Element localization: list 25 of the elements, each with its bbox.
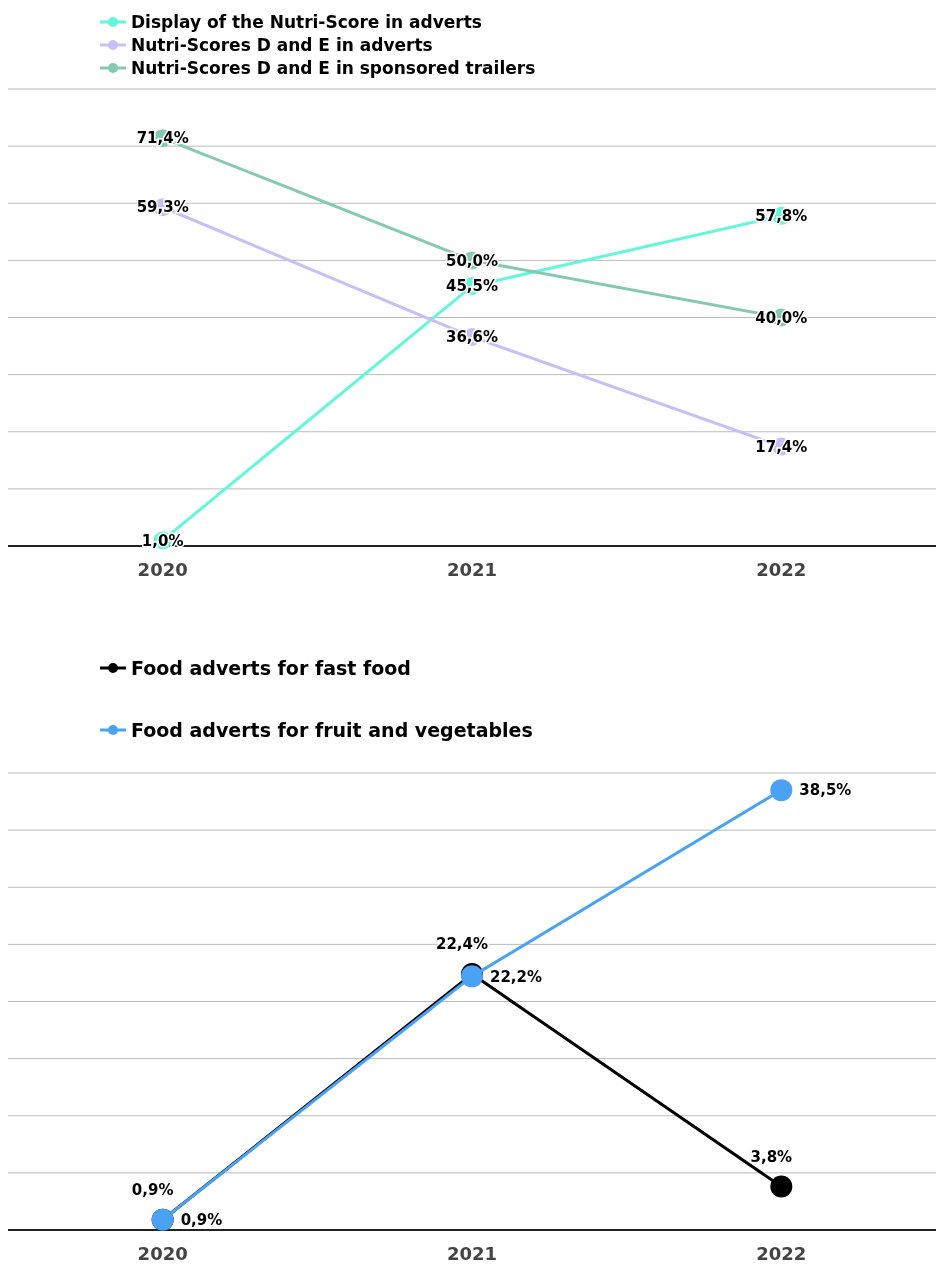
x-tick-label: 2020: [137, 559, 188, 580]
data-label: 71,4%: [136, 129, 189, 148]
x-tick-label: 2021: [446, 1243, 498, 1264]
data-label: 59,3%: [136, 198, 189, 217]
data-label: 22,2%: [490, 967, 543, 986]
x-tick-label: 2021: [446, 559, 498, 580]
legend-label: Nutri-Scores D and E in sponsored trailers: [131, 57, 536, 78]
data-label: 0,9%: [131, 1180, 174, 1199]
data-label: 50,0%: [445, 251, 499, 270]
x-tick-label: 2020: [137, 1243, 188, 1264]
legend-label: Food adverts for fruit and vegetables: [131, 718, 533, 741]
legend-label: Food adverts for fast food: [131, 656, 411, 679]
data-label: 36,6%: [445, 328, 499, 347]
data-label: 38,5%: [799, 781, 852, 800]
x-tick-label: 2022: [756, 559, 807, 580]
legend-label: Nutri-Scores D and E in adverts: [131, 34, 433, 55]
data-label: 17,4%: [755, 437, 808, 456]
data-label: 0,9%: [180, 1210, 223, 1229]
data-label: 40,0%: [755, 308, 808, 327]
point: [770, 1175, 793, 1198]
x-tick-label: 2022: [756, 1243, 807, 1264]
data-label: 22,4%: [435, 935, 489, 954]
point: [770, 779, 793, 802]
data-label: 3,8%: [750, 1147, 793, 1166]
legend-label: Display of the Nutri-Score in adverts: [131, 11, 482, 32]
